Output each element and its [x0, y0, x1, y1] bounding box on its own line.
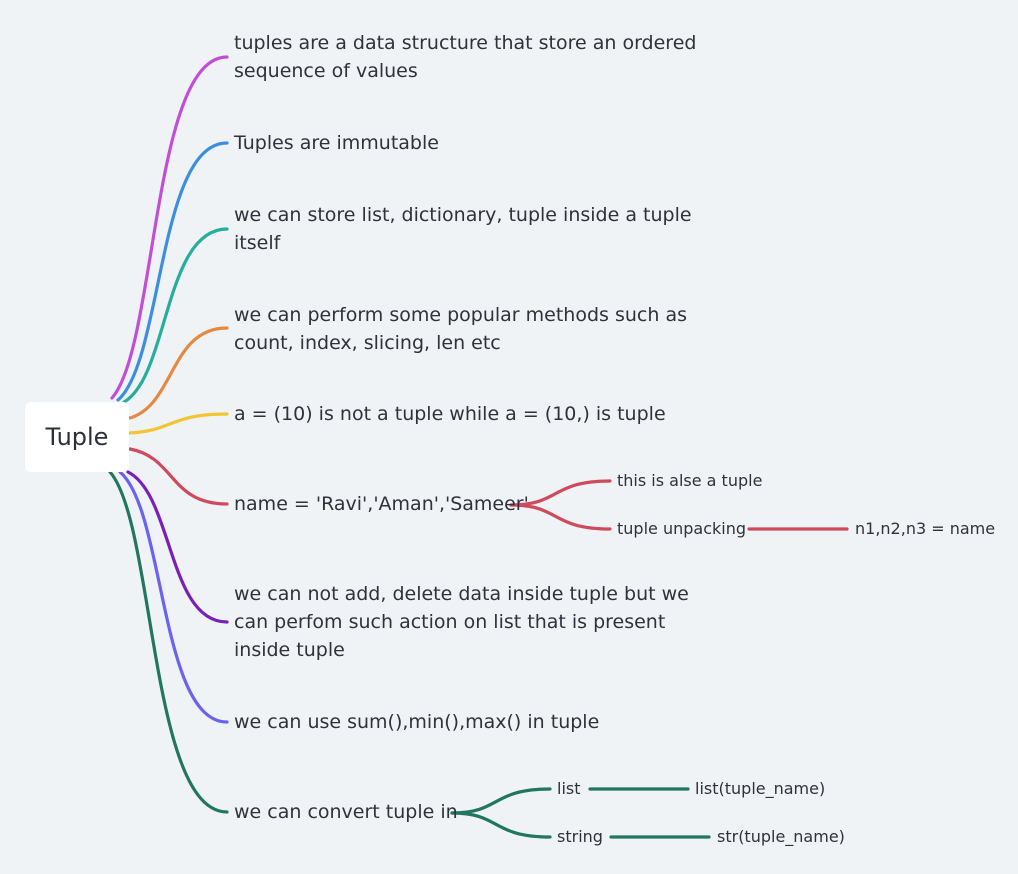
branch-text-line: we can perform some popular methods such…: [234, 304, 687, 326]
child-connector: [450, 811, 552, 839]
branch-node-3[interactable]: we can store list, dictionary, tuple ins…: [234, 201, 692, 257]
grandchild-node[interactable]: list(tuple_name): [695, 779, 826, 798]
branch-text-line: we can use sum(),min(),max() in tuple: [234, 711, 600, 733]
branch-text-line: we can convert tuple in: [234, 801, 458, 823]
branch-connector-4: [128, 326, 229, 420]
branch-text-line: sequence of values: [234, 60, 418, 82]
grandchild-node[interactable]: n1,n2,n3 = name: [855, 519, 996, 538]
branch-node-1[interactable]: tuples are a data structure that store a…: [234, 29, 696, 85]
branch-text-line: Tuples are immutable: [234, 132, 439, 154]
child-node[interactable]: string: [557, 827, 603, 846]
branch-node-8[interactable]: we can use sum(),min(),max() in tuple: [234, 708, 599, 736]
branch-text-line: name = 'Ravi','Aman','Sameer': [234, 493, 529, 515]
branch-connector-3: [122, 227, 229, 404]
branch-node-2[interactable]: Tuples are immutable: [234, 129, 439, 157]
branch-connector-9: [108, 470, 229, 814]
branch-node-7[interactable]: we can not add, delete data inside tuple…: [234, 580, 689, 664]
branch-connector-7: [126, 470, 229, 624]
branch-text-line: tuples are a data structure that store a…: [234, 32, 697, 54]
child-node[interactable]: tuple unpacking: [617, 519, 746, 538]
branch-text-line: itself: [234, 232, 281, 254]
branch-node-6[interactable]: name = 'Ravi','Aman','Sameer': [234, 490, 529, 518]
child-connector: [509, 503, 612, 531]
branch-node-9[interactable]: we can convert tuple in: [234, 798, 458, 826]
branch-connector-5: [128, 412, 229, 435]
branch-text-line: inside tuple: [234, 639, 345, 661]
branch-connector-1: [110, 55, 229, 400]
root-node[interactable]: Tuple: [25, 402, 129, 472]
branch-node-5[interactable]: a = (10) is not a tuple while a = (10,) …: [234, 400, 666, 428]
branch-text-line: a = (10) is not a tuple while a = (10,) …: [234, 403, 666, 425]
branch-connector-2: [116, 141, 229, 402]
child-connector: [450, 787, 552, 815]
branch-text-line: can perfom such action on list that is p…: [234, 611, 666, 633]
child-connector: [509, 479, 612, 507]
branch-connector-6: [128, 447, 229, 506]
branch-text-line: count, index, slicing, len etc: [234, 332, 501, 354]
branch-connector-8: [118, 470, 229, 724]
root-label: Tuple: [45, 423, 109, 451]
child-node[interactable]: this is alse a tuple: [617, 471, 763, 490]
child-node[interactable]: list: [557, 779, 581, 798]
branch-node-4[interactable]: we can perform some popular methods such…: [234, 301, 687, 357]
branch-text-line: we can store list, dictionary, tuple ins…: [234, 204, 692, 226]
grandchild-node[interactable]: str(tuple_name): [717, 827, 845, 846]
branch-text-line: we can not add, delete data inside tuple…: [234, 583, 689, 605]
